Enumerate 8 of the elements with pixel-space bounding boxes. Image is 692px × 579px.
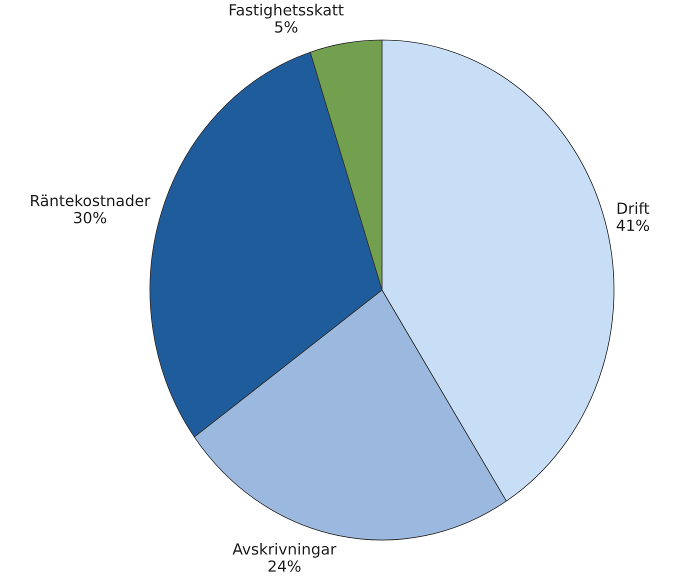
slice-label: Räntekostnader xyxy=(31,194,150,206)
data-label: 30% xyxy=(74,212,106,224)
data-label: 5% xyxy=(275,21,298,33)
slice-label: Fastighetsskatt xyxy=(230,4,344,19)
slice-label: Drift xyxy=(618,202,650,214)
data-label: 24% xyxy=(268,560,301,572)
slice-label: Avskrivningar xyxy=(232,542,336,558)
data-label: 41% xyxy=(616,220,650,232)
